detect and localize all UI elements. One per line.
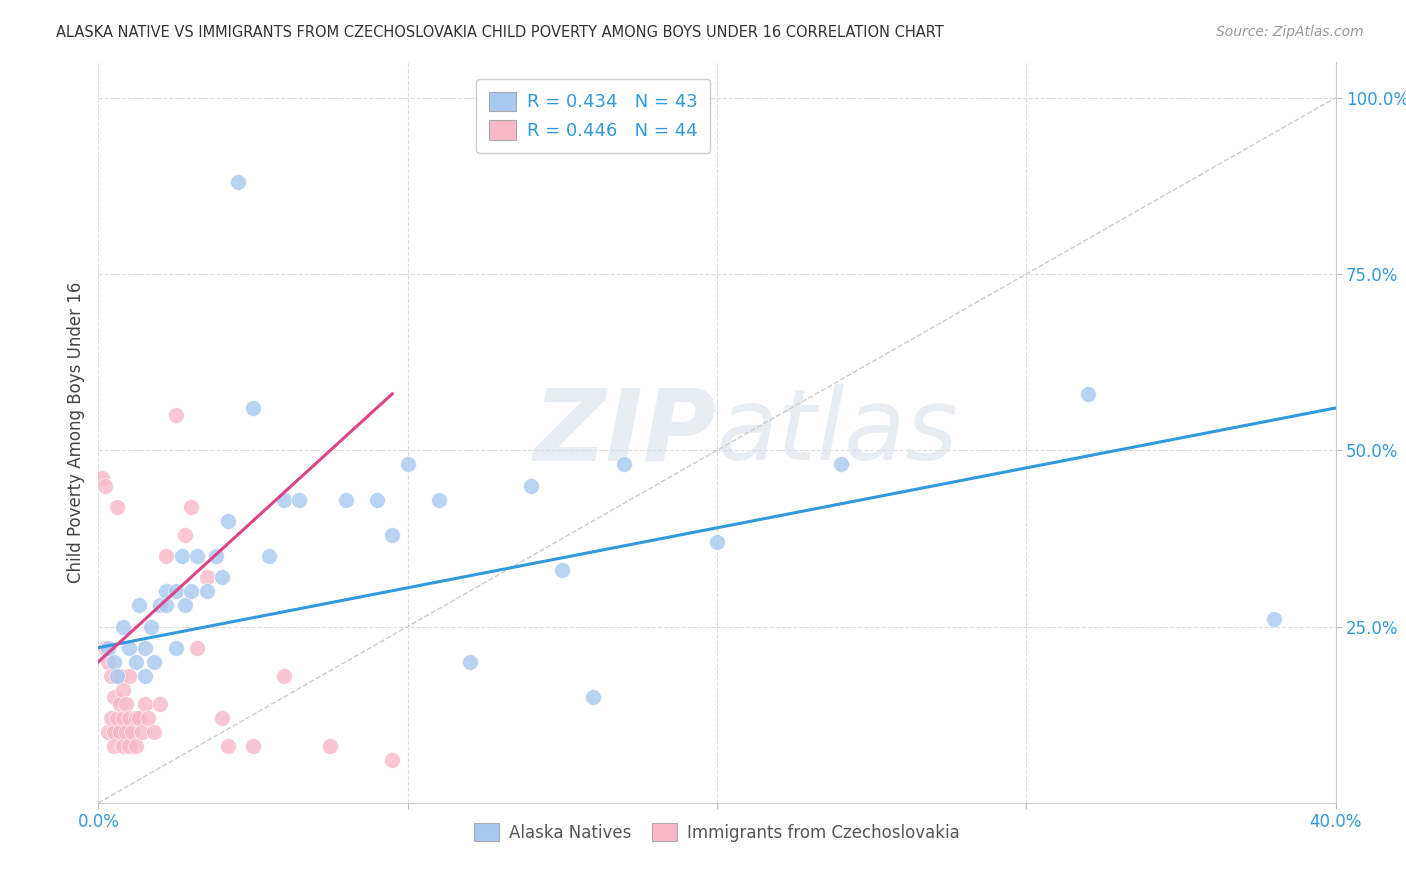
Point [118, 669, 141, 683]
Legend: Alaska Natives, Immigrants from Czechoslovakia: Alaska Natives, Immigrants from Czechosl… [467, 814, 967, 850]
Point [97, 640, 120, 655]
Point [118, 711, 141, 725]
Point [143, 655, 166, 669]
Point [180, 584, 202, 599]
Point [131, 725, 153, 739]
Point [124, 655, 146, 669]
Point [112, 683, 135, 698]
Point [97, 655, 120, 669]
Point [257, 549, 280, 563]
Point [381, 754, 404, 768]
Point [551, 563, 574, 577]
Point [335, 492, 357, 507]
Point [155, 549, 177, 563]
Point [115, 725, 138, 739]
Point [105, 711, 128, 725]
Point [103, 725, 125, 739]
Point [217, 514, 239, 528]
Point [582, 690, 605, 704]
Point [108, 697, 131, 711]
Point [396, 458, 419, 472]
Text: ALASKA NATIVE VS IMMIGRANTS FROM CZECHOSLOVAKIA CHILD POVERTY AMONG BOYS UNDER 1: ALASKA NATIVE VS IMMIGRANTS FROM CZECHOS… [56, 25, 943, 40]
Point [134, 669, 156, 683]
Point [613, 458, 636, 472]
Point [211, 711, 233, 725]
Point [103, 690, 125, 704]
Point [170, 549, 193, 563]
Point [366, 492, 388, 507]
Point [128, 599, 150, 613]
Point [105, 500, 128, 514]
Point [186, 549, 208, 563]
Point [174, 599, 197, 613]
Point [118, 739, 141, 754]
Point [112, 739, 135, 754]
Point [155, 584, 177, 599]
Point [186, 640, 208, 655]
Point [273, 669, 295, 683]
Point [93, 640, 115, 655]
Point [143, 725, 166, 739]
Point [112, 711, 135, 725]
Point [155, 599, 177, 613]
Point [115, 697, 138, 711]
Text: atlas: atlas [717, 384, 959, 481]
Point [180, 500, 202, 514]
Point [830, 458, 852, 472]
Point [381, 528, 404, 542]
Point [242, 739, 264, 754]
Point [520, 478, 543, 492]
Point [195, 584, 218, 599]
Point [205, 549, 228, 563]
Point [1077, 387, 1099, 401]
Point [108, 725, 131, 739]
Point [458, 655, 481, 669]
Point [136, 711, 159, 725]
Point [319, 739, 342, 754]
Point [128, 711, 150, 725]
Point [174, 528, 197, 542]
Point [134, 697, 156, 711]
Point [100, 711, 122, 725]
Point [288, 492, 311, 507]
Point [118, 640, 141, 655]
Point [121, 725, 143, 739]
Text: Source: ZipAtlas.com: Source: ZipAtlas.com [1216, 25, 1364, 39]
Point [139, 619, 162, 633]
Point [105, 669, 128, 683]
Point [165, 584, 187, 599]
Point [427, 492, 450, 507]
Point [165, 408, 187, 422]
Y-axis label: Child Poverty Among Boys Under 16: Child Poverty Among Boys Under 16 [66, 282, 84, 583]
Point [108, 669, 131, 683]
Point [242, 401, 264, 415]
Point [97, 725, 120, 739]
Point [195, 570, 218, 584]
Point [1263, 612, 1285, 626]
Point [112, 619, 135, 633]
Text: ZIP: ZIP [534, 384, 717, 481]
Point [217, 739, 239, 754]
Point [273, 492, 295, 507]
Point [149, 697, 172, 711]
Point [93, 478, 115, 492]
Point [124, 711, 146, 725]
Point [226, 175, 249, 189]
Point [134, 640, 156, 655]
Point [211, 570, 233, 584]
Point [103, 655, 125, 669]
Point [706, 535, 728, 549]
Point [165, 640, 187, 655]
Point [103, 739, 125, 754]
Point [124, 739, 146, 754]
Point [149, 599, 172, 613]
Point [90, 471, 112, 485]
Point [100, 669, 122, 683]
